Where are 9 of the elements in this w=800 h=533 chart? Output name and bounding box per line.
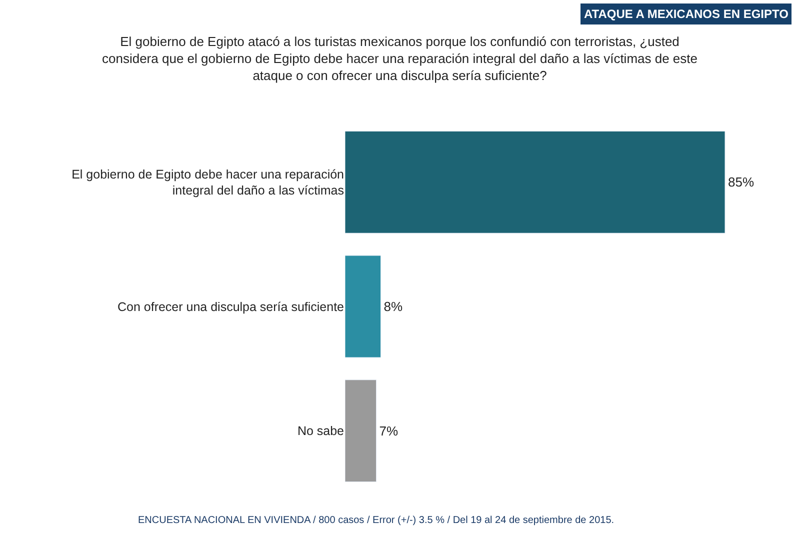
- data-label: 7%: [379, 423, 399, 438]
- y-tick-label: Con ofrecer una disculpa sería suficiente: [117, 300, 344, 314]
- chart-title: ATAQUE A MEXICANOS EN EGIPTO: [584, 7, 788, 21]
- y-tick-label: El gobierno de Egipto debe hacer una reparación integral del daño a las víctimas: [72, 167, 344, 198]
- chart-subtitle: El gobierno de Egipto atacó a los turistas mexicanos porque los confundió con terroristas, ¿usted considera que el gobierno de Egipto debe hacer una reparación integral del daño a las víctimas de este ataque o con ofrecer una disculpa sería suficiente?: [102, 34, 698, 83]
- text: ENCUESTA NACIONAL EN VIVIENDA / 800 casos / Error (+/-) 3.5 % / Del 19 al 24 de septiembre de 2015.: [138, 515, 614, 526]
- data-label: 85%: [728, 174, 754, 190]
- data-label: 8%: [384, 299, 403, 314]
- y-tick-label: No sabe: [297, 424, 344, 438]
